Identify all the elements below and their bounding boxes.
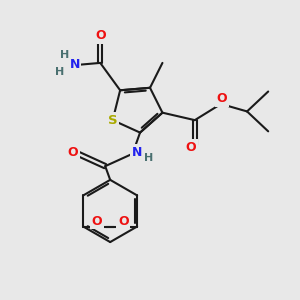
Text: O: O [95,29,106,42]
Text: H: H [59,50,69,60]
Text: O: O [118,214,129,227]
Text: O: O [92,214,102,227]
Text: S: S [108,114,118,127]
Text: N: N [132,146,142,159]
Text: O: O [217,92,227,106]
Text: O: O [186,141,196,154]
Text: N: N [69,58,80,70]
Text: H: H [55,68,64,77]
Text: O: O [68,146,78,159]
Text: H: H [144,153,153,163]
